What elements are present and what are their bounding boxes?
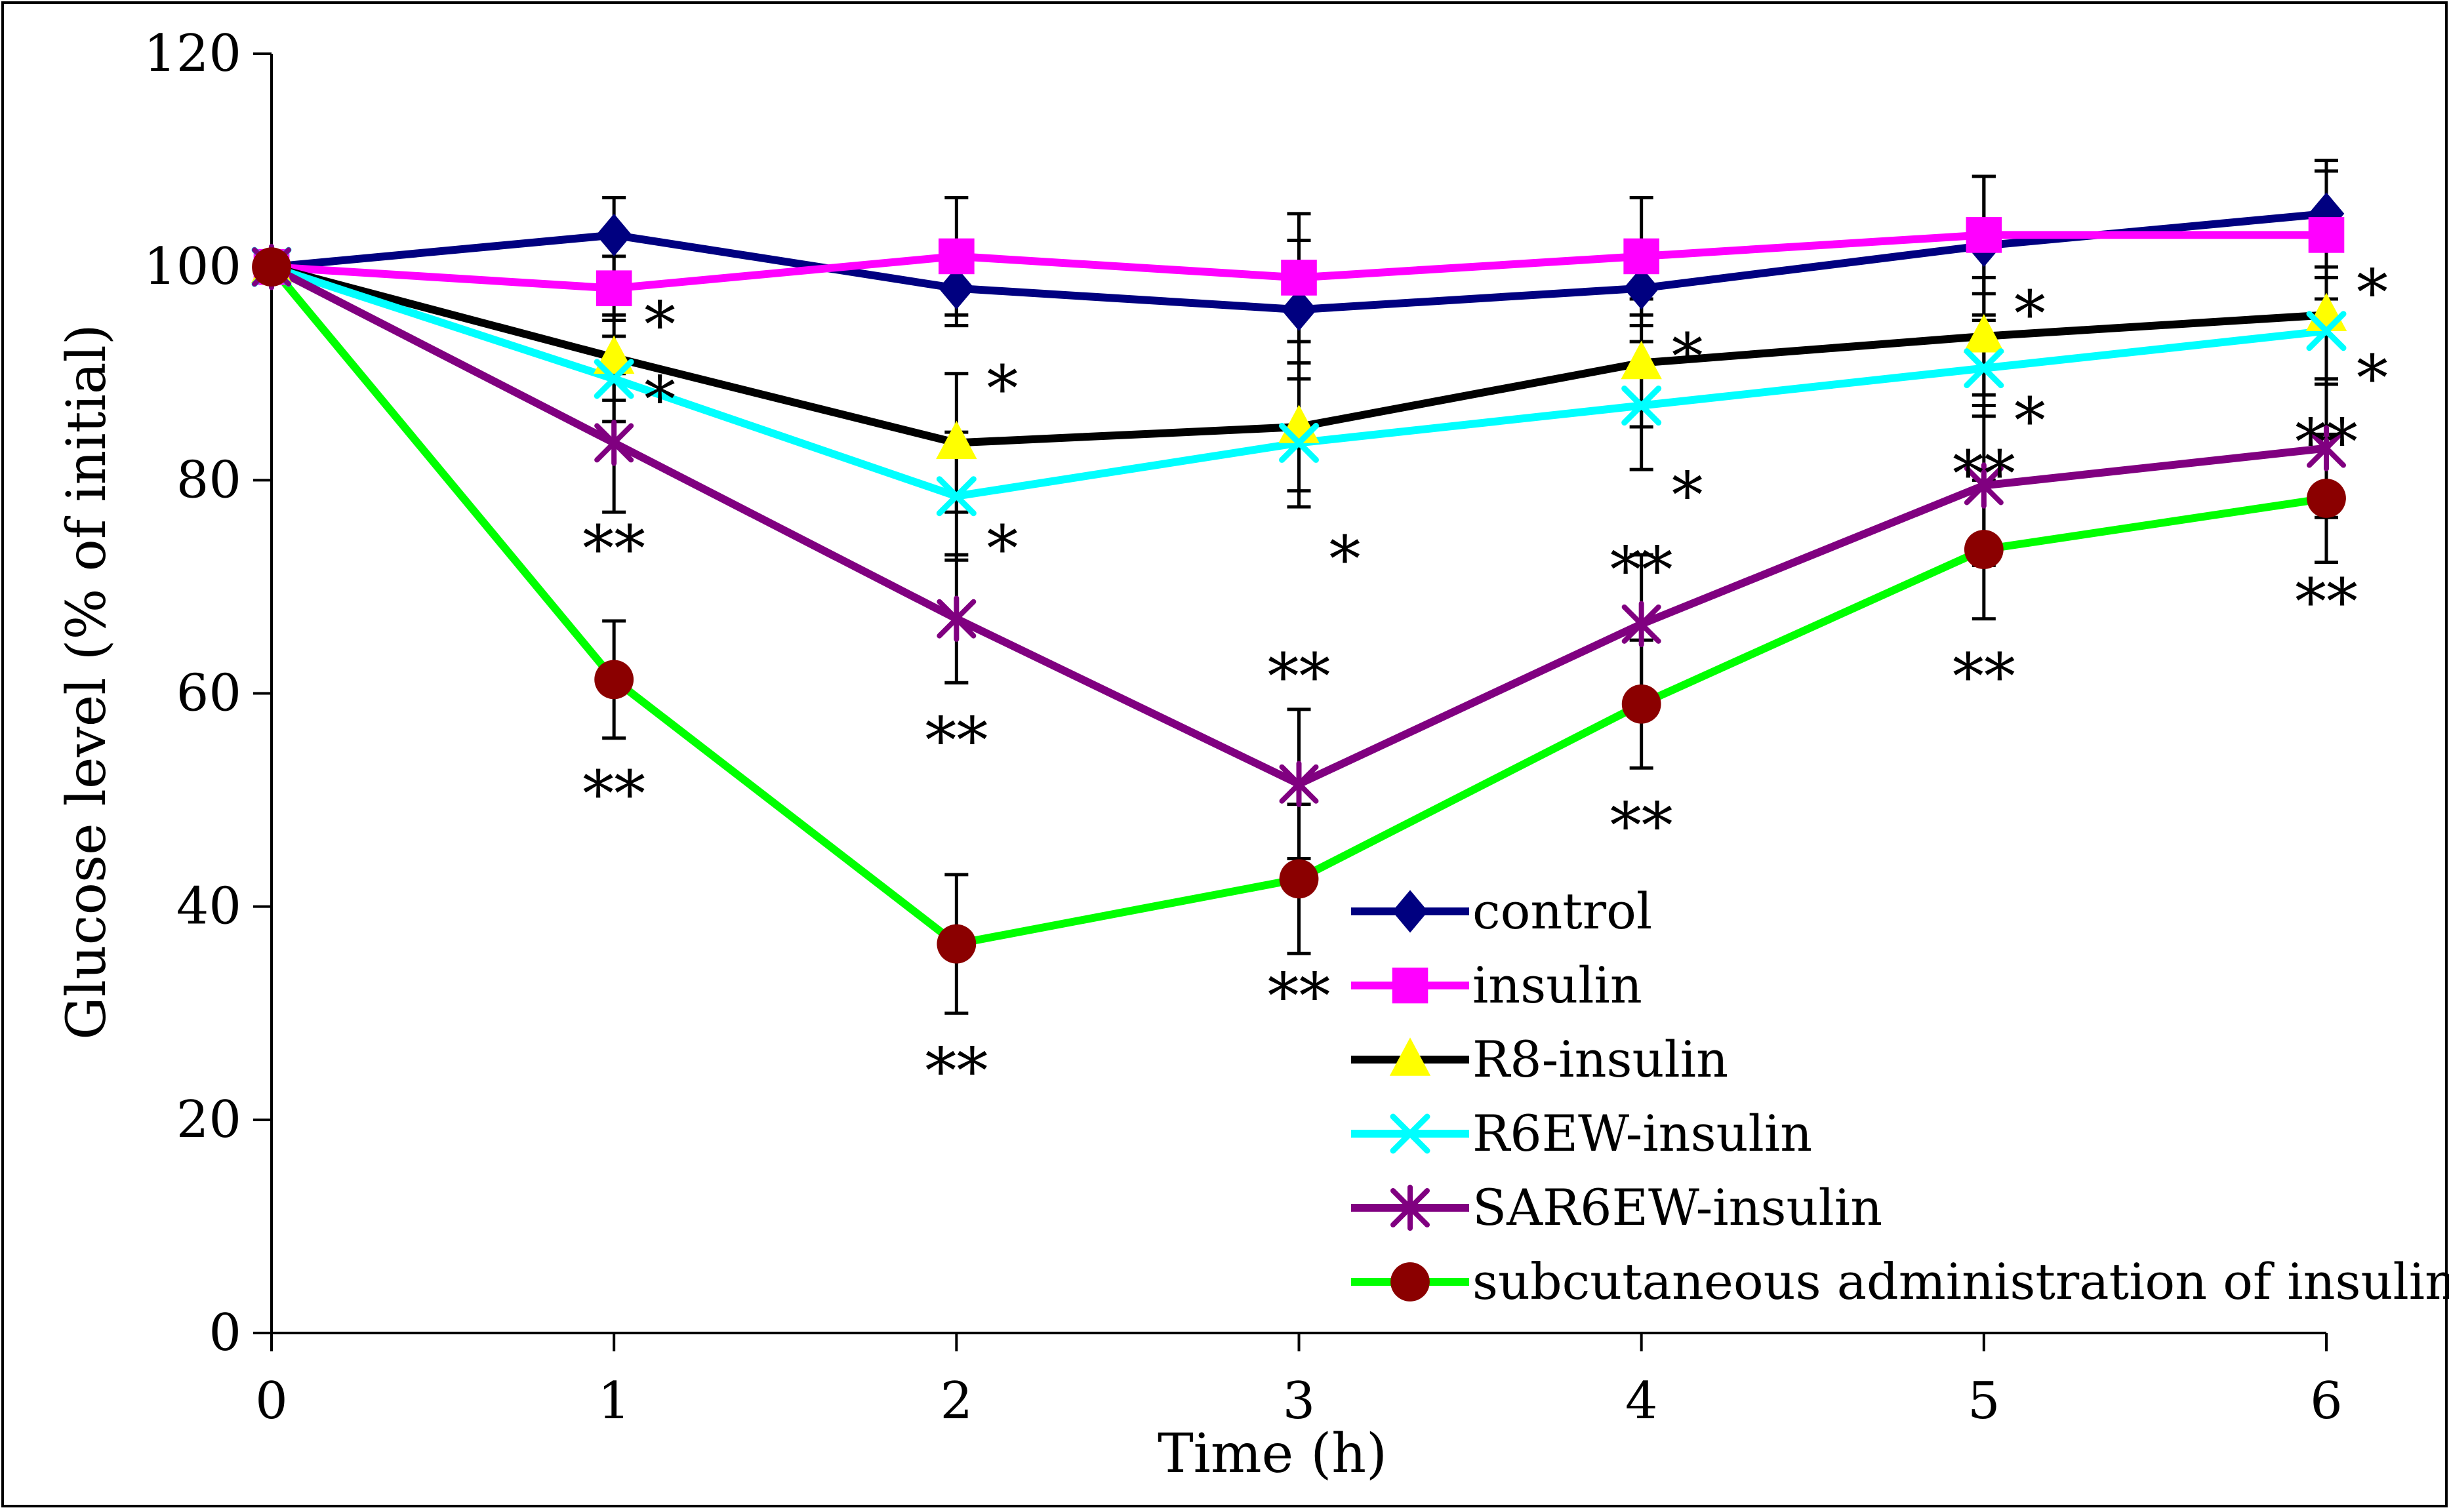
y-tick-label: 120 xyxy=(144,24,241,83)
data-point-triangle xyxy=(593,335,635,374)
y-tick-label: 40 xyxy=(176,877,241,936)
significance-marker: ** xyxy=(1268,960,1331,1033)
axes-layer: 0 20 40 60 80 100 120 0 1 2 3 4 5 6 xyxy=(144,24,2343,1431)
significance-marker: * xyxy=(644,363,676,436)
data-point-circle xyxy=(1279,859,1319,899)
significance-marker: * xyxy=(644,288,676,361)
data-point-x xyxy=(1621,386,1662,426)
legend: control insulin R8-insulin R6EW-insulin SAR6… xyxy=(1351,882,2449,1311)
y-tick-label: 80 xyxy=(176,450,241,509)
significance-marker: ** xyxy=(925,1035,988,1108)
data-point-square xyxy=(2308,217,2345,253)
legend-label: insulin xyxy=(1472,956,1642,1014)
legend-marker xyxy=(1392,890,1428,933)
significance-marker: ** xyxy=(2295,405,2358,479)
y-tick-label: 20 xyxy=(176,1090,241,1149)
data-point-triangle xyxy=(1621,340,1662,380)
significance-marker: * xyxy=(2357,342,2388,415)
legend-marker xyxy=(1390,1262,1430,1302)
legend-marker xyxy=(1390,1113,1430,1154)
legend-marker xyxy=(1389,1037,1431,1076)
data-point-x-stroke xyxy=(936,476,977,517)
significance-marker: ** xyxy=(1268,640,1331,713)
significance-marker: * xyxy=(1329,523,1361,596)
x-tick-label: 5 xyxy=(1968,1372,2000,1431)
data-point-x xyxy=(2306,311,2347,351)
data-point-circle xyxy=(937,924,977,964)
x-tick-label: 1 xyxy=(597,1372,630,1431)
legend-label: R8-insulin xyxy=(1472,1030,1728,1088)
significance-marker: * xyxy=(986,512,1018,586)
significance-marker: * xyxy=(986,352,1018,426)
significance-marker: * xyxy=(1672,459,1703,532)
x-tick-label: 3 xyxy=(1283,1372,1316,1431)
data-point-circle xyxy=(1621,684,1661,724)
data-point-x xyxy=(1279,422,1319,463)
significance-marker: * xyxy=(2014,277,2046,351)
legend-marker-stroke xyxy=(1390,1113,1430,1154)
x-tick-label: 2 xyxy=(941,1372,973,1431)
data-point-star xyxy=(1621,601,1661,648)
data-point-star xyxy=(937,595,977,642)
x-tick-label: 4 xyxy=(1625,1372,1658,1431)
significance-marker: * xyxy=(1672,320,1703,393)
data-point-circle xyxy=(252,247,291,287)
data-point-triangle xyxy=(936,420,977,460)
legend-label: control xyxy=(1472,882,1652,940)
data-point-star xyxy=(1279,761,1319,807)
data-point-x xyxy=(1964,348,2004,389)
y-tick-label: 100 xyxy=(144,237,241,296)
legend-label: R6EW-insulin xyxy=(1472,1104,1812,1163)
data-point-circle xyxy=(1964,530,2004,569)
data-point-square xyxy=(939,238,975,275)
data-point-diamond xyxy=(1281,288,1317,331)
annotation-layer: *********************************** xyxy=(582,256,2388,1108)
data-point-x xyxy=(936,476,977,517)
data-point-x-stroke xyxy=(594,359,634,399)
data-point-star xyxy=(2307,425,2346,471)
y-tick-label: 60 xyxy=(176,664,241,723)
significance-marker: ** xyxy=(1953,640,2015,713)
data-point-square xyxy=(1281,260,1317,296)
x-tick-label: 6 xyxy=(2310,1372,2343,1431)
significance-marker: ** xyxy=(1953,437,2015,511)
legend-label: subcutaneous administration of insulin xyxy=(1472,1252,2449,1311)
data-point-x-stroke xyxy=(2306,311,2347,351)
legend-marker xyxy=(1390,1184,1430,1231)
data-point-square xyxy=(1966,217,2002,253)
data-point-x-stroke xyxy=(1964,348,2004,389)
data-point-circle xyxy=(2307,479,2346,518)
data-point-star xyxy=(594,420,634,466)
x-axis-title: Time (h) xyxy=(1158,1423,1387,1485)
y-tick-label: 0 xyxy=(209,1303,241,1363)
data-point-triangle xyxy=(1963,314,2005,353)
significance-marker: ** xyxy=(1610,533,1673,607)
data-point-circle xyxy=(594,660,634,700)
y-axis-title: Glucose level (% of initial) xyxy=(56,324,118,1040)
data-point-diamond xyxy=(1623,267,1659,310)
data-point-diamond xyxy=(596,213,632,256)
data-point-diamond xyxy=(939,267,975,310)
significance-marker: * xyxy=(2357,256,2388,330)
data-point-x xyxy=(594,359,634,399)
significance-marker: ** xyxy=(2295,565,2358,639)
data-point-square xyxy=(1623,238,1659,275)
significance-marker: ** xyxy=(925,704,988,778)
data-point-star xyxy=(1964,462,2004,509)
significance-marker: ** xyxy=(582,757,645,831)
legend-marker xyxy=(1392,967,1428,1004)
data-point-x-stroke xyxy=(1279,422,1319,463)
significance-marker: ** xyxy=(1610,789,1673,863)
legend-label: SAR6EW-insulin xyxy=(1472,1178,1882,1237)
significance-marker: ** xyxy=(582,512,645,586)
data-point-x-stroke xyxy=(1621,386,1662,426)
marker-layer xyxy=(251,192,2347,964)
x-tick-label: 0 xyxy=(255,1372,288,1431)
data-point-square xyxy=(596,270,632,306)
significance-marker: * xyxy=(2014,384,2046,458)
